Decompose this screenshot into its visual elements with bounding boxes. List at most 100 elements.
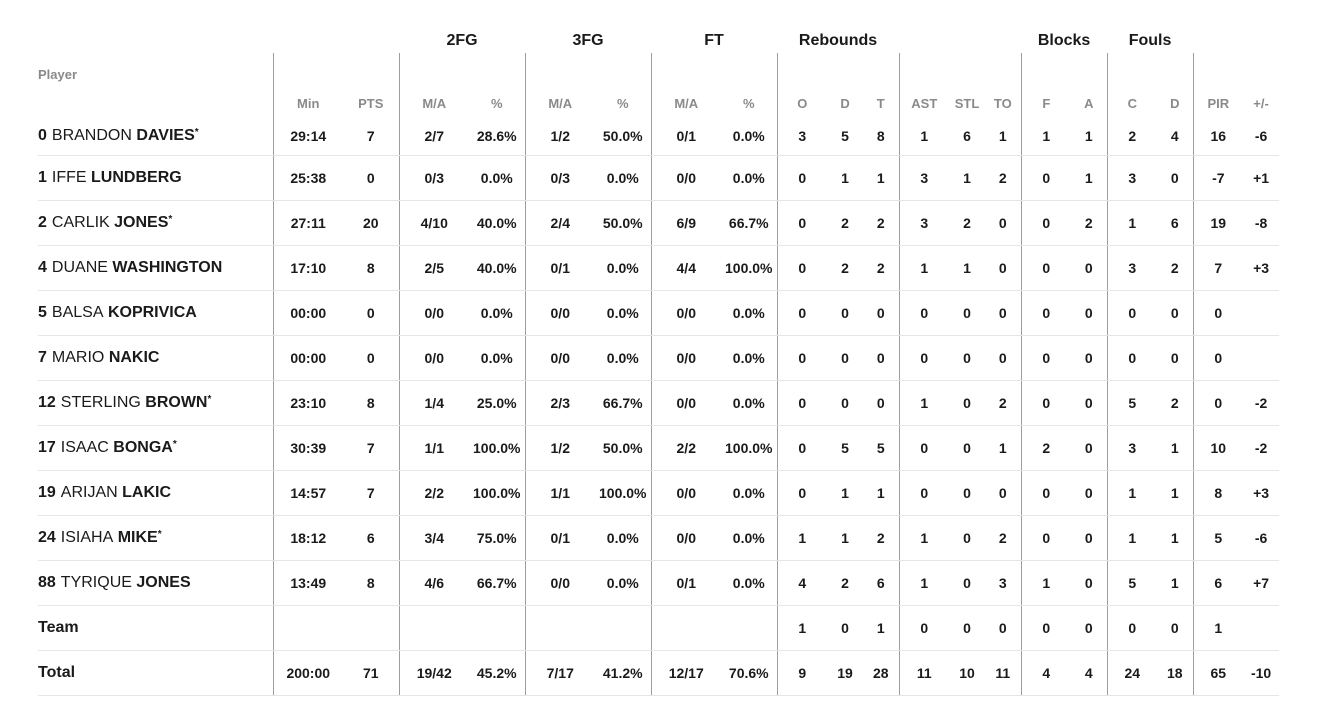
cell-min: 18:12 bbox=[272, 515, 343, 561]
cell-reb-t: 0 bbox=[863, 380, 900, 426]
total-row: Total 200:00 71 19/42 45.2% 7/17 41.2% 12/17 70.… bbox=[38, 650, 1280, 696]
cell-ft-ma: 6/9 bbox=[650, 200, 721, 246]
cell-3fg-pct: 50.0% bbox=[595, 200, 651, 246]
cell-foul-d: 2 bbox=[1157, 245, 1194, 291]
player-number: 12 bbox=[38, 394, 56, 411]
col-2fg-pct: % bbox=[490, 96, 503, 111]
cell-ft-pct: 66.7% bbox=[721, 200, 778, 246]
cell-reb-d: 0 bbox=[827, 380, 864, 426]
cell-ft-pct: 0.0% bbox=[721, 380, 778, 426]
cell-reb-t: 1 bbox=[863, 470, 900, 516]
cell-foul-d: 18 bbox=[1157, 650, 1194, 696]
cell-blk-a: 1 bbox=[1071, 117, 1108, 156]
player-first-name: CARLIK bbox=[51, 214, 110, 231]
player-row: 0 BRANDON DAVIES* 29:14 7 2/7 28.6% 1/2 50.0% 0/… bbox=[38, 117, 1280, 156]
cell-stl: 2 bbox=[949, 200, 986, 246]
cell-3fg-ma: 0/0 bbox=[524, 560, 595, 606]
col-pts: PTS bbox=[358, 96, 384, 111]
cell-plus-minus: +3 bbox=[1243, 470, 1280, 516]
player-number: 4 bbox=[38, 259, 47, 276]
cell-reb-o: 0 bbox=[776, 380, 828, 426]
cell-3fg-ma: 1/2 bbox=[524, 425, 595, 471]
cell-blk-f: 2 bbox=[1020, 425, 1072, 471]
starter-mark: * bbox=[157, 529, 162, 540]
player-name-cell: 1 IFFE LUNDBERG bbox=[38, 155, 273, 201]
cell-reb-o: 0 bbox=[776, 335, 828, 381]
cell-ast: 1 bbox=[898, 117, 950, 156]
cell-min: 25:38 bbox=[272, 155, 343, 201]
cell-2fg-ma: 3/4 bbox=[398, 515, 469, 561]
cell-to: 11 bbox=[985, 650, 1022, 696]
cell-reb-t: 2 bbox=[863, 245, 900, 291]
player-name-cell: 12 STERLING BROWN* bbox=[38, 380, 273, 426]
col-blk-f: F bbox=[1020, 53, 1072, 117]
player-last-name: KOPRIVICA bbox=[107, 304, 197, 321]
cell-pir: -7 bbox=[1192, 155, 1244, 201]
cell-to: 0 bbox=[985, 200, 1022, 246]
cell-min: 30:39 bbox=[272, 425, 343, 471]
cell-ft-ma: 12/17 bbox=[650, 650, 721, 696]
player-row: 2 CARLIK JONES* 27:11 20 4/10 40.0% 2/4 50.0% 6/… bbox=[38, 200, 1280, 246]
cell-2fg-ma: 1/4 bbox=[398, 380, 469, 426]
team-label: Team bbox=[38, 605, 273, 651]
cell-3fg-pct: 0.0% bbox=[595, 560, 651, 606]
player-first-name: MARIO bbox=[51, 349, 105, 366]
starter-mark: * bbox=[172, 439, 177, 450]
cell-foul-c: 3 bbox=[1106, 425, 1158, 471]
player-row: 24 ISIAHA MIKE* 18:12 6 3/4 75.0% 0/1 0.0% 0/0 0.… bbox=[38, 515, 1280, 561]
col-blk-a: A bbox=[1084, 96, 1094, 111]
cell-foul-c: 5 bbox=[1106, 380, 1158, 426]
cell-foul-d: 1 bbox=[1157, 470, 1194, 516]
cell-ft-ma: 0/0 bbox=[650, 155, 721, 201]
cell-reb-o: 0 bbox=[776, 155, 828, 201]
cell-2fg-pct: 40.0% bbox=[469, 245, 525, 291]
player-last-name: MIKE bbox=[117, 529, 158, 546]
cell-pts: 7 bbox=[343, 470, 399, 516]
total-label: Total bbox=[38, 650, 273, 696]
player-last-name: LAKIC bbox=[122, 484, 172, 501]
cell-plus-minus: -2 bbox=[1243, 425, 1280, 471]
cell-3fg-ma: 2/4 bbox=[524, 200, 595, 246]
cell-pts: 7 bbox=[343, 117, 399, 156]
cell-foul-c: 3 bbox=[1106, 245, 1158, 291]
col-to: TO bbox=[993, 96, 1012, 111]
col-reb-o: O bbox=[776, 53, 828, 117]
cell-foul-d: 0 bbox=[1157, 290, 1194, 336]
cell-to: 0 bbox=[985, 605, 1022, 651]
cell-blk-a: 0 bbox=[1071, 290, 1108, 336]
cell-foul-c: 0 bbox=[1106, 605, 1158, 651]
cell-ft-pct: 100.0% bbox=[721, 425, 778, 471]
cell-3fg-pct bbox=[595, 605, 651, 651]
player-number: 5 bbox=[38, 304, 47, 321]
player-row: 7 MARIO NAKIC 00:00 0 0/0 0.0% 0/0 0.0% 0/0 0.0% 0… bbox=[38, 335, 1280, 381]
cell-blk-a: 4 bbox=[1071, 650, 1108, 696]
cell-blk-a: 0 bbox=[1071, 560, 1108, 606]
player-first-name: DUANE bbox=[51, 259, 108, 276]
cell-pts: 8 bbox=[343, 560, 399, 606]
col-ft-pct: % bbox=[742, 96, 755, 111]
cell-3fg-pct: 0.0% bbox=[595, 290, 651, 336]
cell-reb-t: 28 bbox=[863, 650, 900, 696]
player-row: 88 TYRIQUE JONES 13:49 8 4/6 66.7% 0/0 0.0% 0/1 0… bbox=[38, 560, 1280, 606]
box-score-table: 2FG 3FG FT Rebounds Blocks Fouls Player … bbox=[38, 28, 1280, 696]
cell-3fg-pct: 100.0% bbox=[595, 470, 651, 516]
cell-pir: 10 bbox=[1192, 425, 1244, 471]
cell-stl: 0 bbox=[949, 515, 986, 561]
cell-stl: 0 bbox=[949, 560, 986, 606]
player-first-name: TYRIQUE bbox=[60, 574, 132, 591]
player-name-cell: 4 DUANE WASHINGTON bbox=[38, 245, 273, 291]
cell-3fg-ma: 0/3 bbox=[524, 155, 595, 201]
group-2fg: 2FG bbox=[446, 31, 478, 49]
cell-3fg-pct: 66.7% bbox=[595, 380, 651, 426]
cell-plus-minus: -6 bbox=[1243, 515, 1280, 561]
cell-stl: 6 bbox=[949, 117, 986, 156]
cell-plus-minus: -8 bbox=[1243, 200, 1280, 246]
cell-ft-ma: 0/1 bbox=[650, 117, 721, 156]
cell-stl: 0 bbox=[949, 470, 986, 516]
cell-2fg-pct: 45.2% bbox=[469, 650, 525, 696]
player-row: 4 DUANE WASHINGTON 17:10 8 2/5 40.0% 0/1 0.0% 4/… bbox=[38, 245, 1280, 291]
cell-plus-minus bbox=[1243, 290, 1280, 336]
cell-3fg-ma: 0/1 bbox=[524, 515, 595, 561]
cell-2fg-ma: 4/6 bbox=[398, 560, 469, 606]
cell-reb-t: 8 bbox=[863, 117, 900, 156]
